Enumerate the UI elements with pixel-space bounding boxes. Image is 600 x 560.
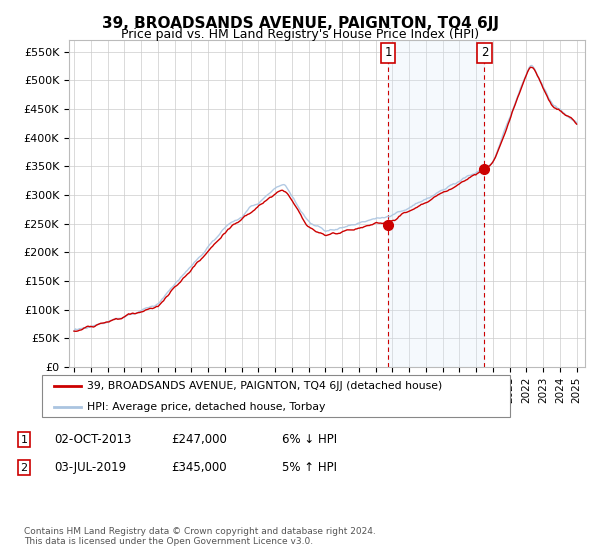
Text: 5% ↑ HPI: 5% ↑ HPI: [282, 461, 337, 474]
Text: Contains HM Land Registry data © Crown copyright and database right 2024.
This d: Contains HM Land Registry data © Crown c…: [24, 526, 376, 546]
Text: £247,000: £247,000: [171, 433, 227, 446]
Text: 39, BROADSANDS AVENUE, PAIGNTON, TQ4 6JJ: 39, BROADSANDS AVENUE, PAIGNTON, TQ4 6JJ: [101, 16, 499, 31]
Text: 02-OCT-2013: 02-OCT-2013: [54, 433, 131, 446]
Text: £345,000: £345,000: [171, 461, 227, 474]
Text: Price paid vs. HM Land Registry's House Price Index (HPI): Price paid vs. HM Land Registry's House …: [121, 28, 479, 41]
Text: HPI: Average price, detached house, Torbay: HPI: Average price, detached house, Torb…: [87, 402, 325, 412]
Text: 1: 1: [20, 435, 28, 445]
Text: 6% ↓ HPI: 6% ↓ HPI: [282, 433, 337, 446]
Bar: [388, 40, 484, 367]
Text: 1: 1: [385, 46, 392, 59]
Text: 39, BROADSANDS AVENUE, PAIGNTON, TQ4 6JJ (detached house): 39, BROADSANDS AVENUE, PAIGNTON, TQ4 6JJ…: [87, 381, 442, 391]
Text: 2: 2: [481, 46, 488, 59]
Text: 03-JUL-2019: 03-JUL-2019: [54, 461, 126, 474]
Text: 2: 2: [20, 463, 28, 473]
